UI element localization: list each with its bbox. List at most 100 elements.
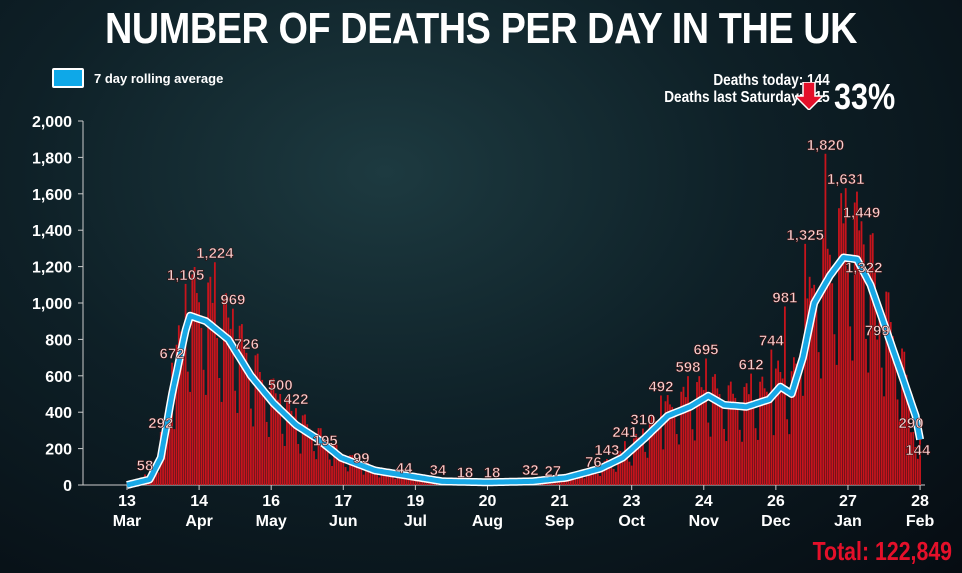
y-tick-label: 400: [45, 405, 72, 422]
bar: [835, 364, 838, 485]
bar: [682, 386, 685, 485]
x-tick-day: 17: [334, 493, 352, 510]
data-label: 18: [484, 465, 501, 482]
bar: [716, 388, 719, 485]
bar: [268, 436, 270, 485]
bar: [756, 439, 759, 485]
bar: [651, 414, 653, 485]
bar: [243, 346, 246, 485]
bar: [236, 412, 239, 485]
bar: [774, 368, 777, 485]
bar: [328, 459, 331, 485]
bar: [723, 428, 725, 485]
bar: [259, 371, 261, 485]
data-label: 1,224: [196, 245, 234, 262]
bar: [860, 221, 863, 486]
bar: [738, 429, 741, 485]
x-tick-month: Sep: [545, 513, 575, 530]
bar: [306, 424, 309, 485]
bar: [227, 317, 230, 485]
bar: [856, 191, 858, 485]
bar: [322, 436, 324, 485]
data-label: 1,820: [807, 137, 845, 154]
bar: [849, 326, 852, 485]
bar: [171, 362, 173, 485]
bar: [752, 408, 755, 485]
bar: [657, 427, 660, 485]
bar: [660, 395, 662, 485]
bar: [292, 416, 295, 485]
bar: [385, 470, 387, 485]
x-tick-day: 14: [190, 493, 208, 510]
bar: [326, 448, 329, 485]
chart-title: NUMBER OF DEATHS PER DAY IN THE UK: [104, 4, 858, 53]
bar: [826, 248, 829, 485]
bar: [583, 478, 586, 485]
bar: [324, 449, 327, 485]
bar: [173, 429, 176, 485]
bar: [799, 370, 802, 485]
bar: [389, 473, 392, 485]
bar: [675, 434, 678, 485]
bar: [707, 422, 710, 485]
y-tick-label: 2,000: [32, 114, 72, 131]
bar: [644, 451, 647, 485]
bar: [209, 276, 212, 485]
bar: [745, 383, 748, 485]
bar: [168, 410, 171, 485]
bar: [391, 476, 394, 485]
bar: [624, 441, 626, 485]
bar: [673, 416, 676, 485]
bar: [797, 360, 800, 485]
bar: [211, 302, 214, 485]
bar: [892, 336, 894, 485]
y-tick-label: 0: [63, 478, 72, 495]
y-tick-label: 600: [45, 369, 72, 386]
bar: [750, 373, 752, 485]
bar: [290, 410, 293, 485]
bar: [705, 358, 707, 485]
data-label: 799: [865, 323, 890, 340]
bar: [272, 378, 275, 485]
bar: [741, 441, 743, 485]
data-label: 981: [772, 289, 797, 306]
bar: [811, 288, 813, 485]
bar: [880, 367, 883, 485]
bar: [907, 386, 910, 485]
bar: [788, 434, 791, 485]
y-tick-label: 800: [45, 332, 72, 349]
bar: [608, 462, 611, 485]
bar: [783, 306, 786, 485]
data-label: 32: [522, 462, 539, 479]
bar: [231, 308, 234, 485]
bar: [265, 421, 268, 485]
bar: [247, 377, 250, 485]
data-label: 195: [313, 433, 338, 450]
y-tick-label: 200: [45, 442, 72, 459]
bar: [727, 385, 730, 485]
bar: [858, 230, 861, 485]
bar: [876, 339, 879, 485]
bar: [815, 308, 818, 485]
bar: [364, 462, 367, 485]
data-label: 695: [694, 342, 719, 359]
bar: [612, 468, 615, 485]
x-tick-month: Jun: [329, 513, 357, 530]
bar: [844, 188, 847, 485]
bar: [772, 435, 775, 485]
bar: [792, 357, 795, 485]
bar: [288, 398, 291, 485]
bar: [743, 386, 746, 485]
bar: [378, 477, 381, 485]
bar: [238, 325, 241, 485]
bar: [317, 428, 320, 485]
bar: [193, 266, 196, 485]
bar: [662, 449, 665, 485]
data-label: 144: [905, 442, 931, 459]
bar: [709, 436, 712, 485]
bar: [202, 369, 205, 485]
bar: [220, 401, 223, 485]
bar: [281, 433, 284, 485]
bar: [396, 471, 399, 485]
bar: [256, 353, 259, 485]
